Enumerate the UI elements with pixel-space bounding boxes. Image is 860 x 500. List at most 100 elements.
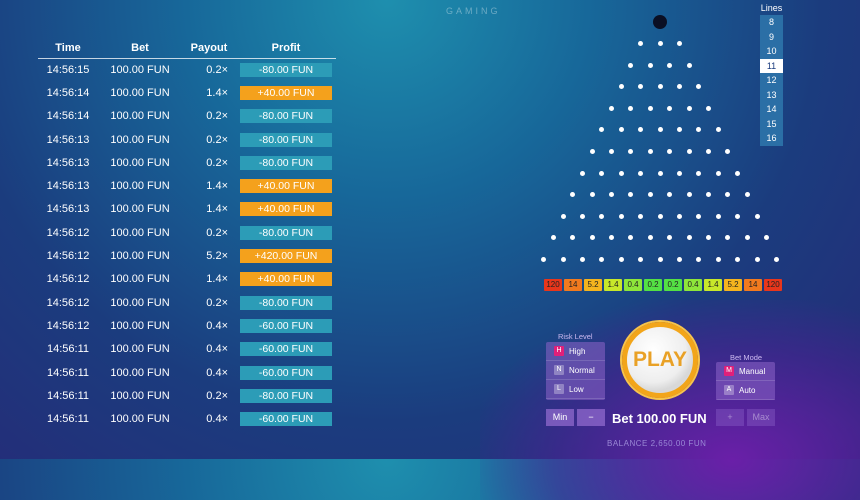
bet-cell: 100.00 FUN: [110, 250, 170, 263]
lines-option-16[interactable]: 16: [760, 131, 783, 146]
mode-option-manual[interactable]: M Manual: [716, 362, 775, 381]
peg: [686, 235, 692, 241]
peg: [647, 235, 653, 241]
lines-option-10[interactable]: 10: [760, 44, 783, 59]
increase-bet-button[interactable]: +: [716, 409, 744, 426]
max-button[interactable]: Max: [747, 409, 775, 426]
option-label: High: [569, 346, 586, 356]
peg: [618, 170, 624, 176]
bet-mode-panel: M Manual A Auto: [716, 362, 775, 400]
peg: [696, 127, 702, 133]
risk-level-panel: H High N Normal L Low: [546, 342, 605, 400]
lines-option-14[interactable]: 14: [760, 102, 783, 117]
multiplier-slot: 120: [764, 279, 782, 291]
peg: [676, 170, 682, 176]
lines-option-13[interactable]: 13: [760, 87, 783, 102]
profit-cell: -60.00 FUN: [236, 407, 336, 430]
profit-cell: -80.00 FUN: [236, 384, 336, 407]
bet-cell: 100.00 FUN: [110, 296, 170, 309]
multiplier-slot: 14: [564, 279, 582, 291]
profit-badge: +40.00 FUN: [240, 202, 332, 217]
peg: [725, 192, 731, 198]
time-cell: 14:56:15: [46, 63, 90, 76]
profit-badge: -60.00 FUN: [240, 318, 332, 333]
peg: [715, 213, 721, 219]
peg: [764, 235, 770, 241]
lines-option-8[interactable]: 8: [760, 15, 783, 30]
bet-cell: 100.00 FUN: [110, 319, 170, 332]
peg: [579, 170, 585, 176]
table-row: 14:56:11 100.00 FUN 0.4× -60.00 FUN: [38, 361, 336, 384]
header-time: Time: [38, 38, 98, 59]
decrease-bet-button[interactable]: −: [577, 409, 605, 426]
peg: [657, 127, 663, 133]
auto-icon: A: [724, 385, 734, 395]
peg: [735, 170, 741, 176]
min-button[interactable]: Min: [546, 409, 574, 426]
peg: [579, 213, 585, 219]
payout-cell: 0.2×: [206, 133, 228, 146]
peg: [735, 213, 741, 219]
option-label: Auto: [739, 385, 756, 395]
peg: [696, 84, 702, 90]
peg: [599, 257, 605, 262]
peg: [628, 235, 634, 241]
payout-cell: 0.2×: [206, 296, 228, 309]
lines-option-11[interactable]: 11: [760, 58, 783, 73]
payout-cell: 0.4×: [206, 413, 228, 426]
peg: [667, 149, 673, 154]
payout-cell: 1.4×: [206, 203, 228, 216]
peg: [628, 62, 634, 68]
peg: [589, 235, 595, 241]
lines-option-9[interactable]: 9: [760, 29, 783, 44]
bet-cell: 100.00 FUN: [110, 366, 170, 379]
time-cell: 14:56:13: [46, 156, 90, 169]
table-row: 14:56:14 100.00 FUN 1.4× +40.00 FUN: [38, 81, 336, 104]
mode-option-auto[interactable]: A Auto: [716, 381, 775, 400]
multiplier-slot: 14: [744, 279, 762, 291]
profit-badge: +40.00 FUN: [240, 85, 332, 100]
peg: [647, 149, 653, 154]
play-button[interactable]: PLAY: [622, 322, 698, 398]
peg: [609, 235, 614, 241]
risk-option-low[interactable]: L Low: [546, 380, 605, 399]
lines-option-15[interactable]: 15: [760, 116, 783, 131]
lines-option-12[interactable]: 12: [760, 73, 783, 88]
balance: BALANCE 2,650.00 FUN: [607, 439, 707, 448]
peg: [696, 213, 702, 219]
peg: [570, 235, 576, 241]
risk-option-high[interactable]: H High: [546, 342, 605, 361]
bet-amount: Bet 100.00 FUN: [612, 411, 707, 426]
profit-cell: -60.00 FUN: [236, 314, 336, 337]
peg: [599, 127, 605, 133]
peg: [686, 149, 692, 154]
table-row: 14:56:15 100.00 FUN 0.2× -80.00 FUN: [38, 58, 336, 81]
time-cell: 14:56:13: [46, 203, 90, 216]
profit-cell: +40.00 FUN: [236, 81, 336, 104]
peg: [638, 41, 644, 46]
history-table: Time Bet Payout Profit 14:56:15 100.00 FU…: [38, 38, 336, 431]
peg: [667, 192, 673, 198]
peg: [676, 213, 682, 219]
time-cell: 14:56:13: [46, 180, 90, 193]
peg: [667, 62, 673, 68]
peg: [609, 105, 614, 111]
peg: [560, 213, 566, 219]
peg: [657, 170, 663, 176]
plinko-ball: [653, 15, 667, 29]
peg: [754, 257, 760, 262]
time-cell: 14:56:14: [46, 86, 90, 99]
peg: [618, 84, 624, 90]
time-cell: 14:56:14: [46, 110, 90, 123]
table-row: 14:56:12 100.00 FUN 0.2× -80.00 FUN: [38, 291, 336, 314]
peg: [706, 105, 711, 111]
time-cell: 14:56:11: [46, 343, 89, 356]
peg: [589, 149, 595, 154]
bet-mode-label: Bet Mode: [730, 353, 763, 362]
payout-cell: 0.2×: [206, 156, 228, 169]
risk-option-normal[interactable]: N Normal: [546, 361, 605, 380]
peg: [744, 192, 750, 198]
peg: [676, 127, 682, 133]
table-row: 14:56:13 100.00 FUN 0.2× -80.00 FUN: [38, 151, 336, 174]
peg: [638, 170, 644, 176]
